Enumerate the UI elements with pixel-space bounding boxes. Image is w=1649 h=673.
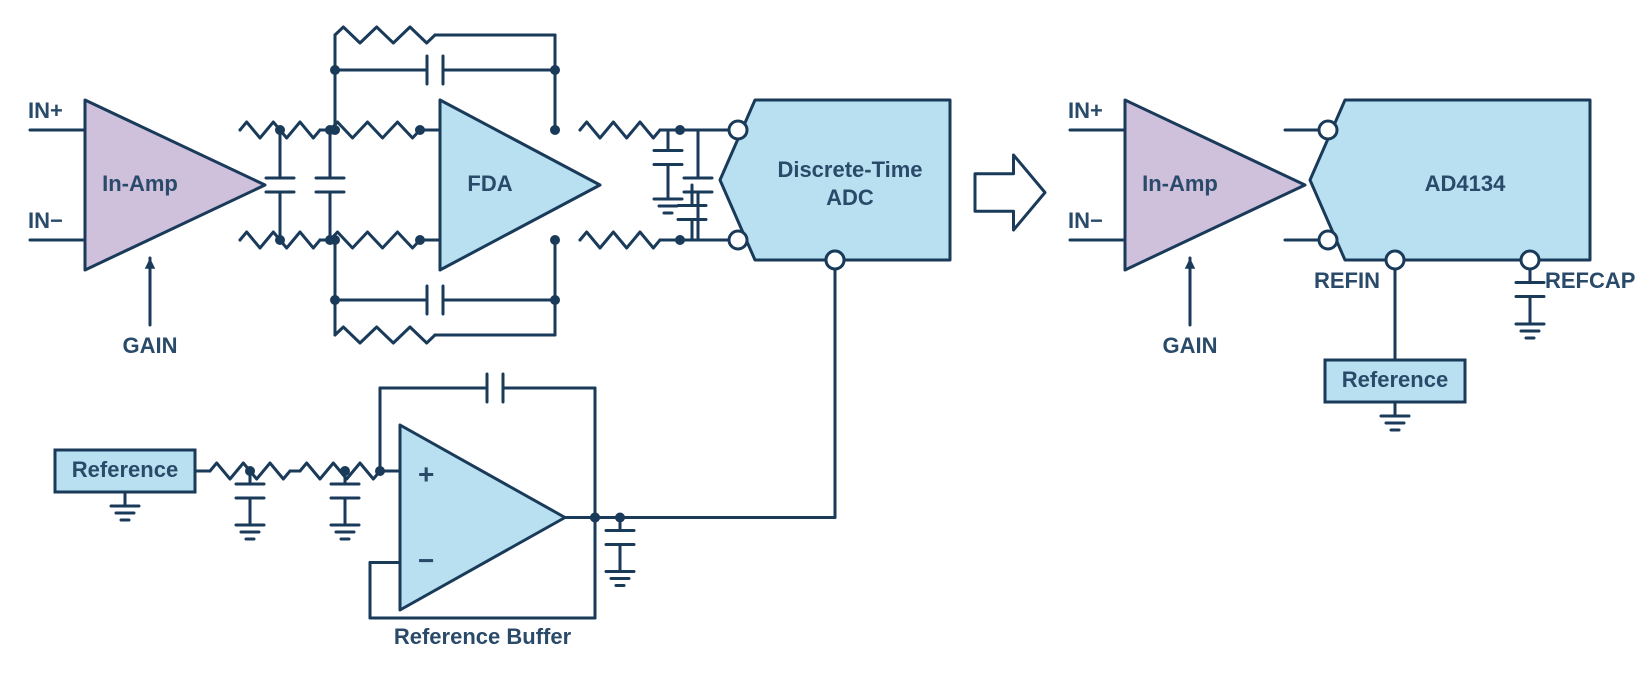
refin-label: REFIN (1314, 268, 1380, 293)
svg-text:−: − (418, 545, 434, 576)
in-minus-right-label: IN− (1068, 208, 1103, 233)
gain-label: GAIN (123, 333, 178, 358)
refcap-label: REFCAP (1545, 268, 1635, 293)
reference-label: Reference (72, 457, 178, 482)
fda-label: FDA (467, 171, 512, 196)
in-plus-right-label: IN+ (1068, 98, 1103, 123)
in-minus-label: IN− (28, 208, 63, 233)
ad4134-label: AD4134 (1425, 171, 1506, 196)
gain-right-label: GAIN (1163, 333, 1218, 358)
adc-label-2: ADC (826, 185, 874, 210)
refbuf-label: Reference Buffer (394, 624, 572, 649)
reference-right-label: Reference (1342, 367, 1448, 392)
inamp-label: In-Amp (102, 171, 178, 196)
svg-text:+: + (418, 458, 434, 489)
inamp-right-label: In-Amp (1142, 171, 1218, 196)
in-plus-label: IN+ (28, 98, 63, 123)
adc-label-1: Discrete-Time (777, 157, 922, 182)
